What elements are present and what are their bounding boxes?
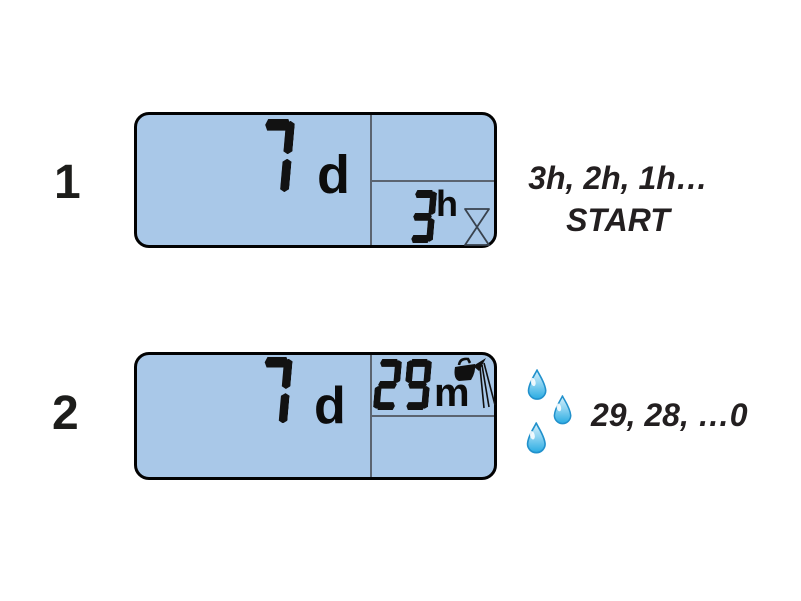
days-value-display <box>258 119 292 194</box>
step-1-number: 1 <box>54 156 81 209</box>
annotation-line: START <box>566 202 670 239</box>
annotation-line: 29, 28, …0 <box>591 397 748 433</box>
annotation-line: 3h, 2h, 1h… <box>528 160 708 196</box>
hourglass-icon <box>464 208 490 246</box>
lcd-horizontal-divider <box>372 180 494 182</box>
interval-value-display <box>410 190 435 243</box>
days-unit-label: d <box>317 145 350 205</box>
lcd-screen-step-1: d h <box>134 112 497 248</box>
step-2-number: 2 <box>52 387 79 440</box>
step-1-annotation: 3h, 2h, 1h… START <box>518 157 718 241</box>
water-drops-icon <box>526 369 572 454</box>
step-2-annotation: 29, 28, …0 <box>591 396 748 434</box>
watering-can-icon <box>454 357 496 409</box>
lcd-vertical-divider <box>370 355 372 477</box>
lcd-screen-step-2: d m <box>134 352 497 480</box>
runtime-value-display <box>375 359 430 410</box>
days-value-display <box>258 357 290 425</box>
days-unit-label: d <box>314 377 346 435</box>
lcd-horizontal-divider <box>372 415 494 417</box>
lcd-vertical-divider <box>370 115 372 245</box>
interval-unit-label: h <box>436 183 458 224</box>
